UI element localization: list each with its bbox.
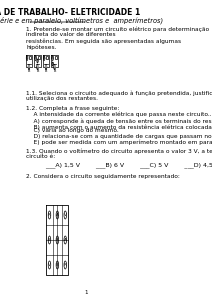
Text: (circuitos em série e em paralelo, voltímetros e  amperímetros): (circuitos em série e em paralelo, voltí… [0, 17, 163, 25]
Circle shape [52, 62, 53, 66]
Circle shape [48, 261, 51, 269]
Text: B: B [36, 65, 39, 69]
Text: B: B [53, 70, 56, 74]
Text: B: B [45, 70, 47, 74]
Circle shape [45, 64, 47, 70]
Circle shape [48, 211, 51, 219]
Text: B: B [48, 238, 51, 242]
Text: V: V [52, 62, 54, 66]
Circle shape [48, 236, 51, 244]
Text: R: R [56, 238, 59, 242]
Circle shape [28, 64, 30, 70]
Text: V: V [48, 263, 51, 267]
Bar [38, 56, 40, 59]
Text: 2. Considera o circuito seguidamente representado:: 2. Considera o circuito seguidamente rep… [26, 174, 180, 179]
Text: A: A [64, 238, 67, 242]
Text: 1: 1 [85, 290, 88, 295]
Text: B: B [28, 65, 30, 69]
Circle shape [56, 211, 59, 219]
Text: A: A [34, 56, 37, 60]
Text: C) varia ao longo do mesmo.
    D) relaciona-se com a quantidade de cargas que p: C) varia ao longo do mesmo. D) relaciona… [26, 128, 212, 145]
Text: R: R [64, 263, 67, 267]
Text: 1.2. Completa a frase seguinte:
    A intensidade da corrente elétrica que passa: 1.2. Completa a frase seguinte: A intens… [26, 106, 212, 130]
Text: B: B [45, 65, 47, 69]
Bar [46, 56, 48, 59]
Text: V: V [36, 59, 38, 63]
Circle shape [37, 59, 38, 63]
Circle shape [64, 236, 67, 244]
Circle shape [54, 64, 55, 70]
Circle shape [64, 261, 67, 269]
Text: B: B [56, 263, 59, 267]
Text: 1. Pretende-se montar um circuito elétrico para determinação indireta do valor d: 1. Pretende-se montar um circuito elétri… [26, 26, 210, 50]
Text: V: V [64, 213, 67, 217]
Circle shape [43, 56, 45, 61]
Circle shape [52, 56, 53, 61]
Circle shape [26, 56, 28, 61]
Text: A: A [43, 56, 45, 60]
Circle shape [56, 236, 59, 244]
Text: B: B [53, 65, 56, 69]
Text: FICHA DE TRABALHO- ELETRICIDADE 1: FICHA DE TRABALHO- ELETRICIDADE 1 [0, 8, 140, 17]
Text: 1.1. Seleciona o circuito adequado à função pretendida, justificando a razão que: 1.1. Seleciona o circuito adequado à fun… [26, 90, 212, 101]
Bar [29, 56, 31, 59]
Bar [55, 56, 57, 59]
Text: V: V [26, 56, 28, 60]
Text: A: A [56, 213, 59, 217]
Circle shape [64, 211, 67, 219]
Text: 1.3. Quando o voltímetro do circuito apresenta o valor 3 V, a tensão fornecida p: 1.3. Quando o voltímetro do circuito apr… [26, 148, 212, 159]
Text: B: B [28, 70, 30, 74]
Circle shape [56, 261, 59, 269]
Text: B: B [36, 70, 39, 74]
Text: R: R [48, 213, 51, 217]
Text: ___A) 1,5 V        ___B) 6 V        ___C) 5 V        ___D) 4,5 V: ___A) 1,5 V ___B) 6 V ___C) 5 V ___D) 4,… [26, 162, 212, 168]
Circle shape [37, 64, 38, 70]
Circle shape [35, 56, 36, 61]
Text: A: A [52, 56, 54, 60]
